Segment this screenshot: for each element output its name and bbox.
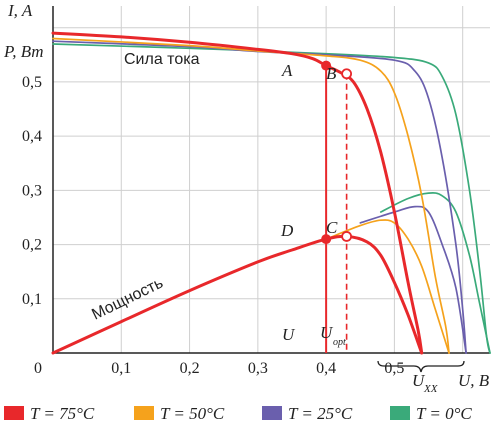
y-tick-label-2: 0,2 xyxy=(22,237,42,254)
legend-swatch-0 xyxy=(390,406,410,420)
point-label-b: B xyxy=(326,64,337,83)
legend-item-50: T = 50°C xyxy=(134,404,225,423)
legend-swatch-75 xyxy=(4,406,24,420)
point-label-c: C xyxy=(326,218,338,237)
legend-swatch-50 xyxy=(134,406,154,420)
point-c-marker xyxy=(341,231,353,242)
y-axis-label-power: P, Вт xyxy=(3,42,44,61)
legend-label-25: T = 25°C xyxy=(288,404,353,423)
legend-item-75: T = 75°C xyxy=(4,404,95,423)
svg-text:U: U xyxy=(320,323,334,342)
svg-text:XX: XX xyxy=(423,383,439,395)
point-label-a: A xyxy=(281,61,293,80)
u-label: U xyxy=(282,325,296,344)
legend-swatch-25 xyxy=(262,406,282,420)
u-xx-brace xyxy=(377,360,465,373)
x-tick-label-0: 0 xyxy=(34,360,42,377)
svg-text:U: U xyxy=(412,371,426,390)
legend-item-25: T = 25°C xyxy=(262,404,353,423)
grid xyxy=(53,6,490,353)
x-tick-label-5: 0,5 xyxy=(384,360,404,377)
y-axis-label-current: I, A xyxy=(7,1,33,20)
x-tick-label-1: 0,1 xyxy=(111,360,131,377)
current-curve-0 xyxy=(51,31,424,355)
legend-label-0: T = 0°C xyxy=(416,404,472,423)
series-group xyxy=(51,31,491,355)
point-a-marker xyxy=(321,60,332,71)
legend-label-50: T = 50°C xyxy=(160,404,225,423)
current-annotation: Сила тока xyxy=(124,51,200,68)
x-tick-label-4: 0,4 xyxy=(316,360,336,377)
power-curve-1 xyxy=(325,219,450,354)
y-tick-label-4: 0,4 xyxy=(22,128,42,145)
y-tick-label-5: 0,5 xyxy=(22,74,42,91)
current-curve-1 xyxy=(52,37,450,354)
x-axis-label: U, B xyxy=(458,371,490,390)
legend: T = 75°C T = 50°C T = 25°C T = 0°C xyxy=(4,404,472,423)
power-curve-0 xyxy=(51,234,424,355)
y-tick-label-3: 0,3 xyxy=(22,182,42,199)
point-label-d: D xyxy=(280,221,294,240)
legend-label-75: T = 75°C xyxy=(30,404,95,423)
svg-text:opt: opt xyxy=(333,337,346,348)
y-tick-label-1: 0,1 xyxy=(22,291,42,308)
axes: 0 0,1 0,2 0,3 0,4 0,5 0,1 0,2 0,3 0,4 0,5 xyxy=(22,6,490,377)
x-tick-label-3: 0,3 xyxy=(248,360,268,377)
legend-item-0: T = 0°C xyxy=(390,404,472,423)
u-opt-label: U opt xyxy=(320,323,346,348)
point-d-marker xyxy=(321,234,332,245)
point-b-marker xyxy=(341,68,353,80)
markers-group xyxy=(321,60,353,353)
x-tick-label-2: 0,2 xyxy=(180,360,200,377)
u-xx-label: U XX xyxy=(412,371,439,395)
